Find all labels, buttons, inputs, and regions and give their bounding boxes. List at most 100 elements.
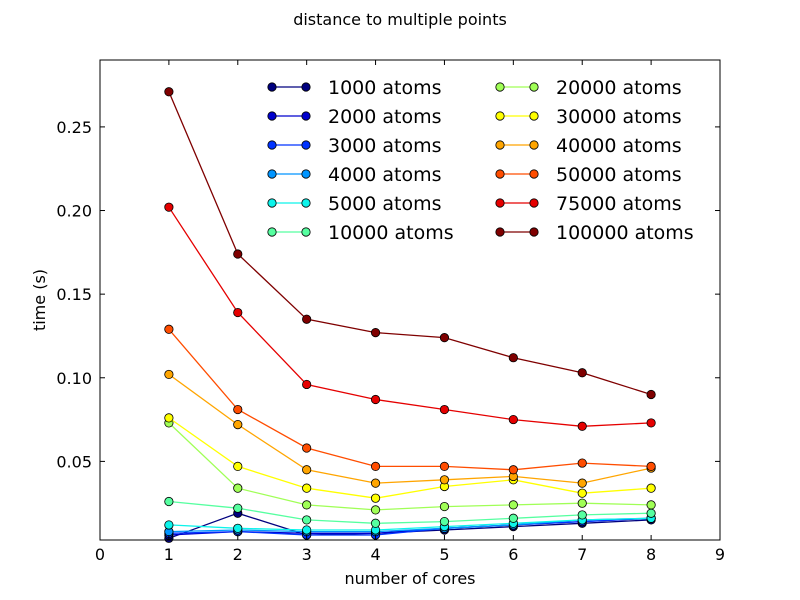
data-point	[508, 500, 518, 510]
plot-frame	[99, 59, 721, 541]
data-point	[577, 421, 587, 431]
legend-marker	[267, 227, 277, 237]
legend-marker	[301, 227, 311, 237]
series-line	[168, 517, 652, 536]
legend-label: 75000 atoms	[556, 193, 682, 215]
x-tick-label: 7	[577, 545, 587, 564]
y-tick-label: 0.05	[56, 452, 92, 471]
series-line	[168, 91, 652, 396]
legend-marker	[301, 111, 311, 121]
data-point	[508, 465, 518, 475]
legend-label: 1000 atoms	[328, 77, 442, 99]
data-point	[508, 513, 518, 523]
data-point	[508, 353, 518, 363]
legend-label: 10000 atoms	[328, 222, 454, 244]
data-point	[577, 488, 587, 498]
data-point	[370, 505, 381, 515]
data-point	[646, 508, 656, 518]
data-point	[439, 333, 450, 343]
legend-label: 40000 atoms	[556, 135, 682, 157]
data-point	[233, 249, 243, 259]
data-point	[370, 328, 381, 338]
data-point	[646, 389, 656, 400]
data-point	[646, 483, 656, 493]
legend-marker	[301, 169, 311, 179]
series-line	[168, 500, 652, 524]
legend-marker	[529, 140, 539, 150]
series-line	[168, 417, 652, 499]
legend-label: 20000 atoms	[556, 77, 682, 99]
legend-marker	[267, 169, 277, 179]
x-tick-label: 8	[646, 545, 656, 564]
y-axis-label: time (s)	[30, 269, 49, 331]
data-point	[302, 465, 312, 475]
data-point	[370, 394, 381, 405]
x-axis-label: number of cores	[344, 569, 475, 588]
data-point	[302, 379, 312, 390]
x-tick-label: 4	[370, 545, 380, 564]
legend-marker	[267, 198, 277, 208]
legend-marker	[267, 82, 277, 92]
data-point	[577, 368, 587, 378]
y-tick-label: 0.10	[56, 369, 92, 388]
y-tick-label: 0.15	[56, 285, 92, 304]
legend-marker	[301, 140, 311, 150]
data-point	[577, 510, 587, 520]
legend-label: 5000 atoms	[328, 193, 442, 215]
legend-marker	[267, 140, 277, 150]
data-point	[233, 419, 243, 430]
data-point	[302, 443, 312, 453]
series-line	[168, 373, 652, 484]
data-point	[164, 496, 174, 507]
data-point	[302, 515, 312, 525]
legend-marker	[495, 198, 505, 208]
data-point	[164, 202, 174, 212]
series-line	[168, 422, 652, 511]
series-line	[168, 206, 652, 427]
data-point	[439, 517, 450, 527]
x-tick-label: 1	[164, 545, 174, 564]
data-point	[439, 475, 450, 485]
legend-marker	[495, 140, 505, 150]
series-line	[168, 328, 652, 471]
data-point	[577, 458, 587, 468]
legend-marker	[529, 82, 539, 92]
chart-title: distance to multiple points	[293, 10, 507, 29]
data-point	[370, 461, 381, 472]
legend-label: 2000 atoms	[328, 106, 442, 128]
data-point	[233, 503, 243, 513]
y-tick-label: 0.25	[56, 118, 92, 137]
data-point	[164, 87, 174, 97]
x-tick-label: 0	[95, 545, 105, 564]
data-point	[302, 483, 312, 493]
legend-marker	[529, 111, 539, 121]
x-tick-label: 3	[302, 545, 312, 564]
data-point	[233, 483, 243, 493]
legend-label: 3000 atoms	[328, 135, 442, 157]
legend: 1000 atoms 2000 atoms 3000 atoms 4000 atoms…	[267, 77, 694, 244]
legend-label: 4000 atoms	[328, 164, 442, 186]
data-point	[164, 520, 174, 530]
data-point	[508, 414, 518, 425]
legend-label: 100000 atoms	[556, 222, 694, 244]
data-point	[164, 369, 174, 380]
data-point	[646, 461, 656, 472]
x-tick-label: 5	[439, 545, 449, 564]
data-point	[233, 461, 243, 472]
legend-label: 50000 atoms	[556, 164, 682, 186]
data-point	[439, 461, 450, 472]
data-point	[164, 413, 174, 423]
legend-marker	[495, 111, 505, 121]
legend-marker	[495, 82, 505, 92]
data-point	[302, 500, 312, 510]
data-point	[439, 501, 450, 512]
y-tick-label: 0.20	[56, 202, 92, 221]
data-point	[233, 404, 243, 415]
x-tick-label: 6	[508, 545, 518, 564]
data-point	[577, 498, 587, 508]
legend-marker	[529, 227, 539, 237]
data-point	[646, 418, 656, 428]
data-point	[370, 478, 381, 488]
legend-marker	[301, 82, 311, 92]
